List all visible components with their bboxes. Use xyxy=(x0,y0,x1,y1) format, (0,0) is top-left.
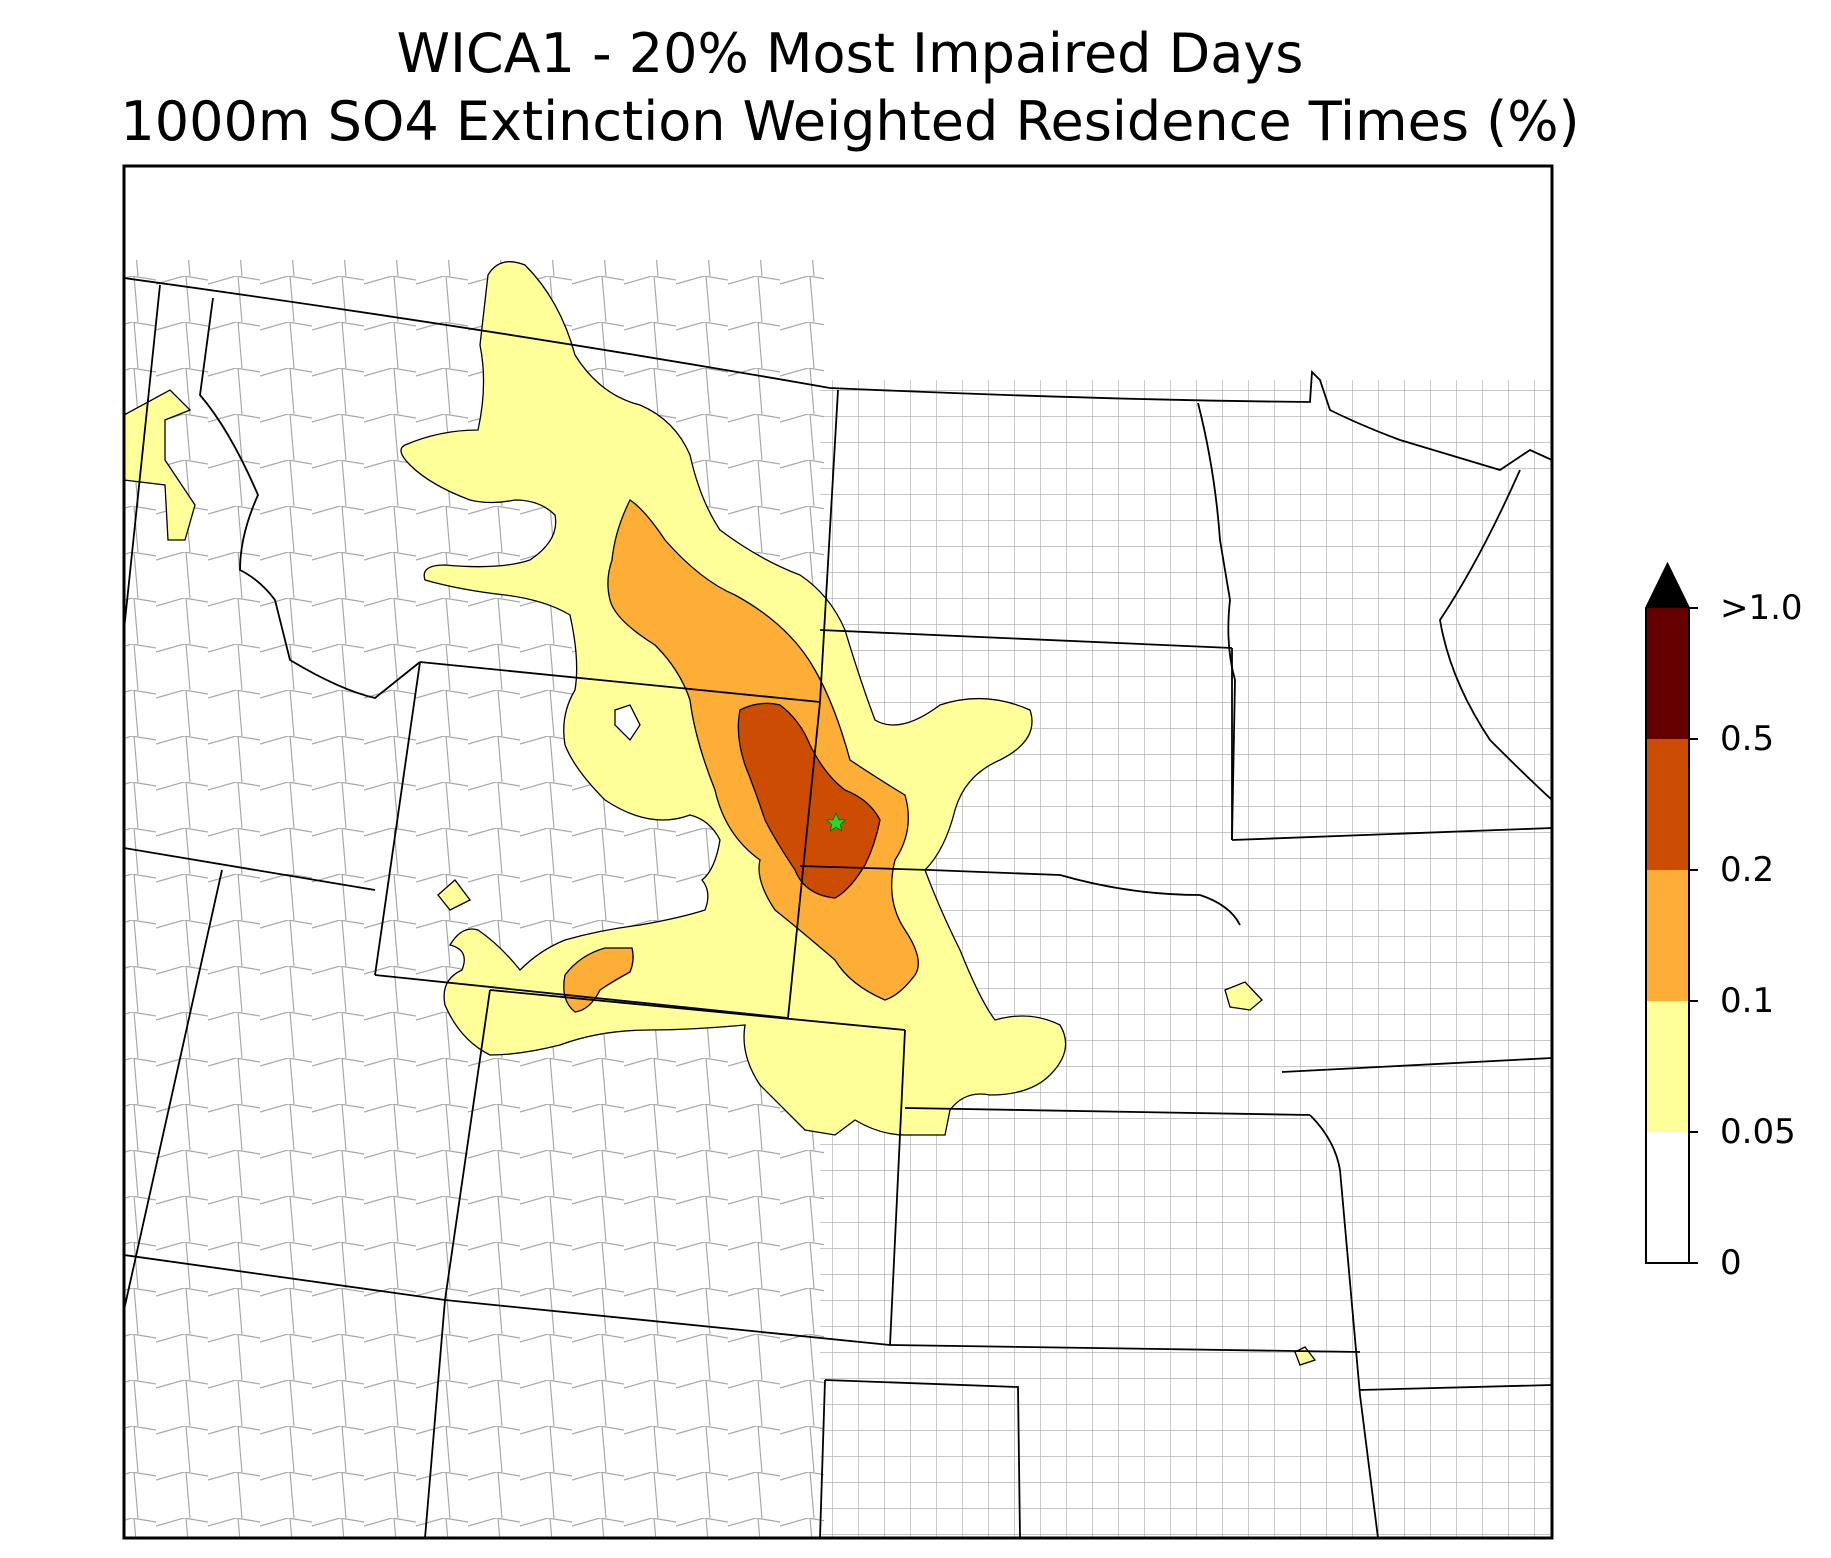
map-title-line-1: WICA1 - 20% Most Impaired Days xyxy=(396,22,1304,85)
mn-ia-border xyxy=(1231,827,1552,841)
co-south xyxy=(444,1299,891,1346)
colorbar-segment xyxy=(1646,1001,1689,1132)
id-nv xyxy=(124,847,376,891)
contour-0.05-ne xyxy=(1224,981,1263,1011)
wy-east xyxy=(787,701,821,1019)
co-north xyxy=(489,989,906,1031)
wy-west xyxy=(374,661,421,976)
ut-az xyxy=(124,1254,446,1301)
ok-panhandle xyxy=(824,1379,1021,1538)
colorbar-segment xyxy=(1646,870,1689,1001)
ne-ks-border xyxy=(904,1107,1311,1116)
id-mt-border xyxy=(199,297,421,699)
contour-0.05-wy-small xyxy=(437,879,471,911)
contour-0.05-northwest xyxy=(124,389,196,541)
mt-wy-border xyxy=(419,661,821,703)
colorbar-segment xyxy=(1646,1132,1689,1263)
co-east xyxy=(889,1029,906,1346)
colorbar-tick-label: 0.05 xyxy=(1720,1112,1796,1152)
sd-ne-border xyxy=(799,865,1241,926)
ia-east xyxy=(1439,469,1552,801)
nd-sd-border xyxy=(819,629,1233,649)
colorbar-segment xyxy=(1646,739,1689,870)
nm-tx xyxy=(819,1379,826,1538)
map-frame xyxy=(122,164,1554,1540)
colorbar-outline xyxy=(1645,561,1690,1264)
nd-mn-border xyxy=(1197,402,1236,841)
contour-0.05-hole xyxy=(614,704,641,742)
colorbar-extend-arrow xyxy=(1646,564,1689,608)
nm-az xyxy=(424,1299,446,1538)
nv-ut xyxy=(124,869,223,1311)
ia-mo-border xyxy=(1281,1057,1552,1073)
wy-south xyxy=(374,974,789,1019)
canada-border xyxy=(124,277,1552,471)
colorbar-tick-label: 0 xyxy=(1720,1243,1742,1283)
colorbar-tick-label: 0.1 xyxy=(1720,981,1775,1021)
map-title-line-2: 1000m SO4 Extinction Weighted Residence … xyxy=(120,90,1580,153)
colorbar-tick-label: 0.2 xyxy=(1720,850,1775,890)
colorbar-tick-label: >1.0 xyxy=(1720,588,1803,628)
colorbar-segment xyxy=(1646,608,1689,739)
id-west xyxy=(124,284,161,631)
contour-fills xyxy=(124,261,1317,1366)
ks-east xyxy=(1309,1114,1379,1538)
ks-south xyxy=(889,1344,1361,1353)
mt-nd-border xyxy=(819,389,839,703)
colorbar xyxy=(1645,561,1698,1264)
colorbar-tick-label: 0.5 xyxy=(1720,719,1775,759)
co-west xyxy=(444,989,491,1301)
state-boundaries xyxy=(124,277,1552,1538)
receptor-star-icon xyxy=(825,811,847,833)
ok-mo-border xyxy=(1359,1384,1552,1391)
